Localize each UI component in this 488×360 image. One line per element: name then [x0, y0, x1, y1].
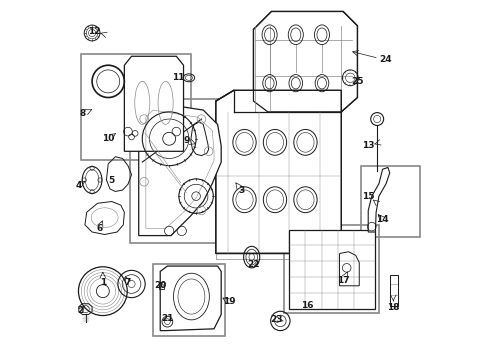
- Text: 2: 2: [77, 306, 83, 315]
- Polygon shape: [253, 12, 357, 112]
- Polygon shape: [160, 266, 221, 330]
- Text: 20: 20: [154, 281, 166, 290]
- Text: 12: 12: [88, 27, 101, 36]
- Polygon shape: [289, 230, 375, 309]
- Text: 1: 1: [100, 278, 106, 287]
- Text: 24: 24: [378, 55, 390, 64]
- Polygon shape: [139, 103, 221, 235]
- Text: 16: 16: [301, 301, 313, 310]
- Text: 23: 23: [270, 315, 283, 324]
- Text: 8: 8: [80, 109, 86, 118]
- Text: 10: 10: [102, 134, 114, 143]
- Text: 17: 17: [336, 276, 349, 285]
- Bar: [284, 225, 378, 313]
- Text: 18: 18: [386, 303, 399, 312]
- Text: 6: 6: [96, 224, 102, 233]
- Text: 19: 19: [223, 297, 235, 306]
- Bar: [81, 54, 190, 160]
- Bar: [129, 99, 228, 243]
- Text: 7: 7: [124, 278, 131, 287]
- Text: 5: 5: [108, 176, 115, 185]
- Text: 9: 9: [183, 136, 190, 145]
- Text: 14: 14: [375, 215, 388, 224]
- Text: 22: 22: [247, 260, 259, 269]
- Text: 21: 21: [161, 314, 173, 323]
- Polygon shape: [367, 167, 389, 232]
- Text: 11: 11: [172, 73, 184, 82]
- Text: 3: 3: [238, 186, 244, 195]
- Polygon shape: [215, 90, 341, 253]
- Bar: [153, 264, 224, 336]
- Text: 15: 15: [361, 192, 374, 201]
- Text: 4: 4: [76, 181, 82, 190]
- Text: 13: 13: [361, 141, 374, 150]
- Bar: [360, 166, 419, 237]
- Bar: [215, 252, 341, 259]
- Polygon shape: [124, 56, 183, 151]
- Text: 25: 25: [350, 77, 363, 86]
